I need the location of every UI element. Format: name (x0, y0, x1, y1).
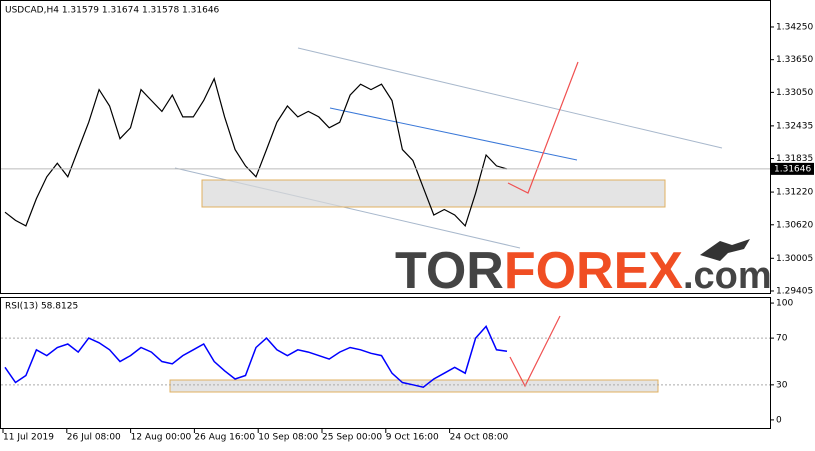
y-tick-label: 1.34250 (776, 22, 813, 32)
forecast-arrow (509, 315, 561, 388)
y-tick-label: 1.32435 (776, 121, 813, 131)
series-line (4, 325, 508, 389)
x-tick-label: 11 Jul 2019 (3, 433, 54, 443)
y-tick-label: 1.31835 (776, 154, 813, 164)
y-tick-label: 1.33650 (776, 55, 813, 65)
y-tick-label: 1.33050 (776, 88, 813, 98)
y-tick-label: 1.30620 (776, 220, 813, 230)
y-tick-label: 1.31220 (776, 188, 813, 198)
y-tick-label: 100 (776, 299, 793, 309)
x-tick-label: 26 Jul 08:00 (67, 433, 121, 443)
y-tick-label: 1.30005 (776, 254, 813, 264)
watermark-part: FOREX (504, 242, 683, 300)
price-panel (0, 0, 771, 294)
x-tick-label: 12 Aug 00:00 (131, 433, 192, 443)
watermark-part: TOR (395, 242, 504, 300)
last-price-box (771, 162, 814, 175)
x-tick-label: 9 Oct 16:00 (386, 433, 439, 443)
series-line (4, 76, 508, 228)
last-price-label: 1.31646 (774, 164, 811, 174)
y-tick-label: 30 (776, 380, 788, 390)
chart-title: USDCAD,H4 1.31579 1.31674 1.31578 1.3164… (5, 6, 220, 16)
x-tick-label: 24 Oct 08:00 (450, 433, 509, 443)
x-tick-label: 26 Aug 16:00 (194, 433, 255, 443)
support-zone (201, 179, 666, 208)
rsi-title: RSI(13) 58.8125 (5, 302, 78, 312)
watermark-part: .com (683, 255, 772, 297)
watermark: TORFOREX.com (395, 242, 772, 300)
x-tick-label: 10 Sep 08:00 (258, 433, 318, 443)
trend-line (329, 107, 578, 161)
channel-line (297, 47, 723, 149)
forecast-arrow (507, 61, 579, 194)
y-tick-label: 70 (776, 334, 788, 344)
y-tick-label: 0 (776, 415, 782, 425)
y-tick-label: 1.29405 (776, 286, 813, 296)
rsi-zone (169, 379, 659, 393)
bull-logo (700, 239, 750, 261)
x-tick-label: 25 Sep 00:00 (322, 433, 382, 443)
